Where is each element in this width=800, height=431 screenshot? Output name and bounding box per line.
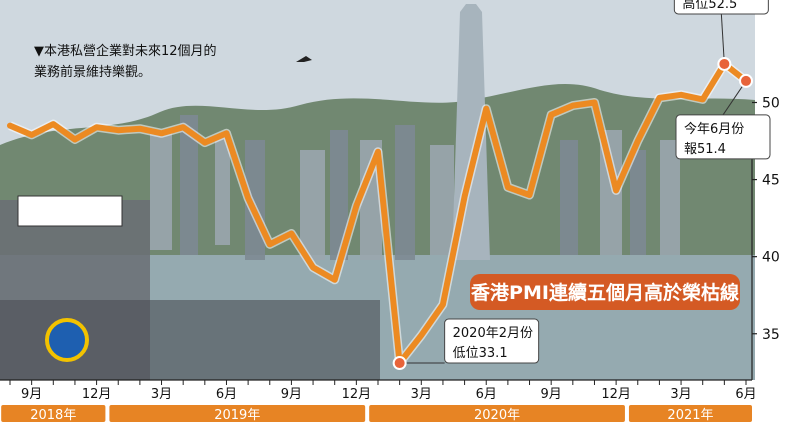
y-tick-label: 35 xyxy=(762,327,780,343)
x-tick-label: 9月 xyxy=(281,387,302,402)
annotation-text: 報51.4 xyxy=(684,142,726,157)
building xyxy=(660,140,680,255)
x-tick-label: 3月 xyxy=(411,387,432,402)
building xyxy=(330,130,348,260)
data-point xyxy=(548,112,554,118)
data-point xyxy=(180,124,186,130)
x-tick-label: 12月 xyxy=(82,387,112,402)
annotation-text: 低位33.1 xyxy=(453,346,508,361)
building xyxy=(215,135,230,245)
data-point xyxy=(159,131,164,136)
building xyxy=(150,130,172,250)
data-point xyxy=(678,92,684,97)
data-point xyxy=(202,140,208,145)
chart-title: 香港PMI連續五個月高於榮枯線 xyxy=(470,281,739,304)
data-point xyxy=(375,149,381,155)
data-point xyxy=(462,194,467,199)
building xyxy=(180,115,198,255)
year-band-label: 2021年 xyxy=(667,408,713,423)
annotation-marker xyxy=(739,73,753,88)
year-band-label: 2020年 xyxy=(474,408,520,423)
annotation-marker xyxy=(392,356,407,371)
data-point xyxy=(332,277,337,282)
year-band xyxy=(1,405,106,422)
data-point xyxy=(570,103,576,108)
data-point xyxy=(29,132,34,138)
data-point xyxy=(419,333,424,338)
data-point xyxy=(51,121,56,127)
x-tick-label: 3月 xyxy=(151,387,172,402)
data-point xyxy=(267,242,272,247)
annotation-text: 2020年2月份 xyxy=(453,326,533,341)
year-band xyxy=(628,405,752,422)
data-point xyxy=(700,97,705,102)
x-tick-label: 9月 xyxy=(541,387,562,402)
data-point xyxy=(527,192,532,198)
x-tick-label: 6月 xyxy=(735,387,756,402)
building xyxy=(395,125,415,260)
y-axis: 35 40 45 50 xyxy=(751,96,780,380)
data-point xyxy=(72,137,78,142)
annotation-leader xyxy=(720,13,725,64)
data-point xyxy=(116,128,121,133)
data-point xyxy=(289,231,294,236)
building xyxy=(560,140,578,255)
data-point xyxy=(592,100,597,105)
building xyxy=(300,150,325,260)
year-band-label: 2018年 xyxy=(30,408,76,423)
data-point xyxy=(310,265,316,270)
road-sign xyxy=(17,195,123,227)
data-point xyxy=(505,185,511,190)
bird-icon xyxy=(296,56,312,62)
data-point xyxy=(354,203,359,208)
keep-left-sign xyxy=(45,318,89,362)
title-box xyxy=(470,274,740,310)
annotation-box xyxy=(444,318,540,364)
data-point xyxy=(94,124,99,130)
data-point xyxy=(484,106,489,111)
data-point xyxy=(137,126,143,131)
x-axis: 9月 12月 3月 6月 9月 12月 3月 6月 9月 12月 3月 6月 2018年 2019年 202… xyxy=(0,379,800,431)
data-point xyxy=(635,138,640,144)
data-point xyxy=(224,131,229,136)
data-point xyxy=(7,123,13,128)
photo-caption-line-1: ▼本港私營企業對未來12個月的 xyxy=(34,43,217,59)
y-tick-label: 45 xyxy=(762,173,780,189)
data-point xyxy=(613,188,619,193)
annotation-box xyxy=(673,0,769,15)
building xyxy=(630,150,646,255)
x-tick-label: 9月 xyxy=(21,387,42,402)
y-tick-label: 40 xyxy=(762,250,780,266)
annotation-marker xyxy=(717,56,732,71)
year-band xyxy=(369,405,625,422)
annotation-text: 今年6月份 xyxy=(684,121,744,137)
building xyxy=(430,145,454,255)
annotation-box xyxy=(675,114,771,160)
data-point xyxy=(657,95,662,101)
data-point xyxy=(440,302,446,307)
data-point xyxy=(245,195,251,201)
photo-caption-line-2: 業務前景維持樂觀。 xyxy=(34,64,151,80)
annotation-text: 高位52.5 xyxy=(682,0,737,12)
x-tick-label: 12月 xyxy=(601,387,631,402)
x-tick-label: 6月 xyxy=(216,387,237,402)
y-tick-label: 50 xyxy=(762,96,780,112)
x-tick-label: 12月 xyxy=(342,387,372,402)
x-tick-label: 3月 xyxy=(670,387,691,402)
x-tick-label: 6月 xyxy=(476,387,497,402)
year-band xyxy=(109,405,366,422)
year-band-label: 2019年 xyxy=(214,408,260,423)
